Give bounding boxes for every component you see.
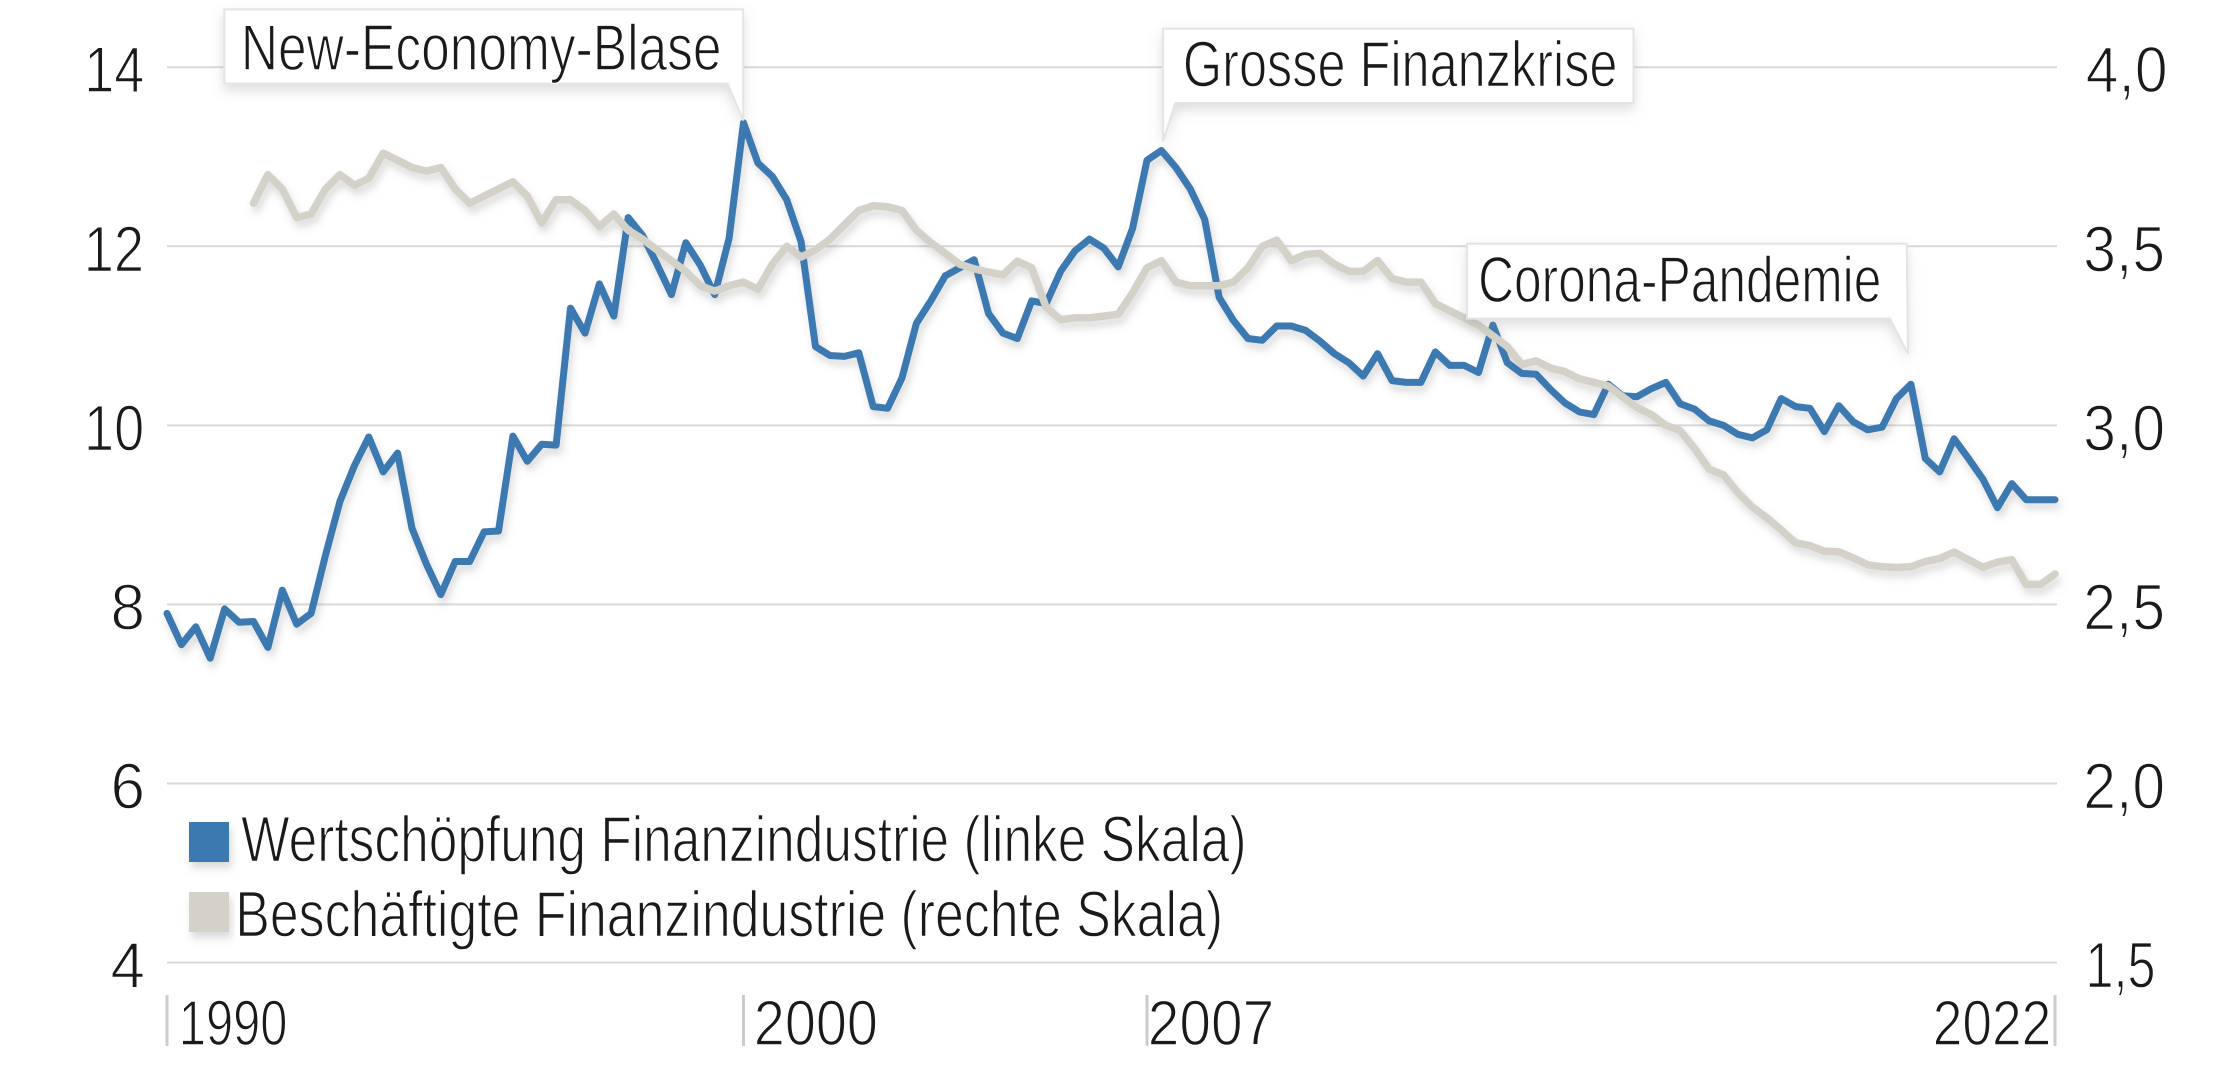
svg-text:Beschäftigte Finanzindustrie (: Beschäftigte Finanzindustrie (rechte Ska…: [235, 879, 1223, 951]
svg-text:Wertschöpfung Finanzindustrie: Wertschöpfung Finanzindustrie (linke Ska…: [241, 804, 1246, 876]
svg-text:3,0: 3,0: [2083, 393, 2165, 465]
svg-text:2000: 2000: [754, 987, 878, 1058]
svg-text:1,5: 1,5: [2086, 929, 2156, 1002]
svg-text:2,0: 2,0: [2083, 751, 2165, 823]
svg-text:2007: 2007: [1148, 987, 1274, 1059]
svg-text:Wertschöpfung Finanzindustrie: Wertschöpfung Finanzindustrie (linke Ska…: [241, 804, 1246, 876]
svg-text:Grosse Finanzkrise: Grosse Finanzkrise: [1183, 28, 1618, 101]
svg-text:8: 8: [111, 572, 145, 644]
svg-text:2022: 2022: [1933, 988, 2052, 1059]
svg-text:2,5: 2,5: [2083, 572, 2165, 644]
svg-text:14: 14: [84, 33, 144, 106]
svg-text:6: 6: [111, 751, 145, 823]
svg-text:4,0: 4,0: [2086, 35, 2168, 107]
svg-text:3,5: 3,5: [2083, 214, 2165, 286]
svg-text:12: 12: [84, 213, 144, 286]
svg-text:New-Economy-Blase: New-Economy-Blase: [241, 12, 722, 84]
svg-text:4: 4: [111, 930, 145, 1002]
svg-text:Corona-Pandemie: Corona-Pandemie: [1478, 245, 1881, 317]
svg-text:Beschäftigte Finanzindustrie (: Beschäftigte Finanzindustrie (rechte Ska…: [235, 879, 1223, 951]
svg-text:10: 10: [84, 392, 144, 465]
svg-text:1990: 1990: [179, 988, 288, 1060]
